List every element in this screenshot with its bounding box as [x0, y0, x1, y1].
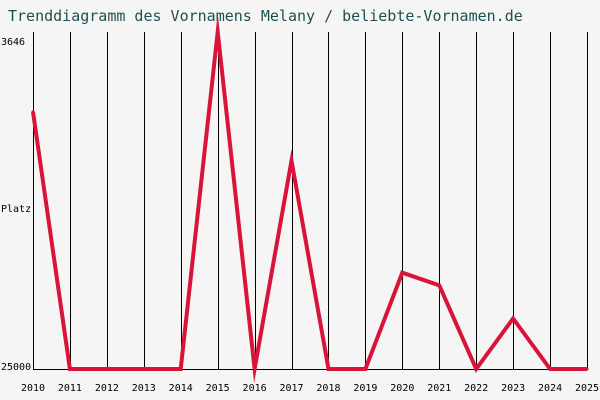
- data-point-2012: [105, 367, 109, 371]
- x-tick-label: 2014: [169, 383, 193, 394]
- data-point-2017: [290, 159, 294, 163]
- x-tick-label: 2016: [243, 383, 267, 394]
- x-tick-label: 2021: [427, 383, 451, 394]
- x-tick-label: 2022: [464, 383, 488, 394]
- x-tick-label: 2013: [132, 383, 156, 394]
- data-point-2023: [511, 316, 515, 320]
- x-tick-label: 2012: [95, 383, 119, 394]
- x-tick-label: 2010: [21, 383, 45, 394]
- data-point-2015: [216, 30, 220, 34]
- data-point-2019: [363, 367, 367, 371]
- y-bottom-label: 25000: [1, 362, 31, 373]
- x-tick-label: 2025: [575, 383, 599, 394]
- series-line: [31, 13, 587, 384]
- x-tick-labels: 2010 2011 2012 2013 2014 2015 2016 2017 2018 2019…: [21, 383, 599, 394]
- y-axis-label: Platz: [1, 204, 31, 215]
- x-tick-label: 2020: [390, 383, 414, 394]
- x-tick-label: 2017: [279, 383, 303, 394]
- series-group: [31, 13, 589, 384]
- y-top-label: 3646: [1, 37, 25, 48]
- data-point-2020: [400, 271, 404, 275]
- data-point-2014: [179, 367, 183, 371]
- x-tick-label: 2015: [206, 383, 230, 394]
- chart-title: Trenddiagramm des Vornamens Melany / bel…: [8, 7, 523, 25]
- data-point-2024: [548, 367, 552, 371]
- plot-area: [33, 32, 587, 369]
- data-point-2016: [253, 367, 257, 371]
- data-point-2022: [474, 367, 478, 371]
- x-tick-label: 2018: [316, 383, 340, 394]
- data-point-2010: [31, 110, 35, 114]
- x-tick-label: 2023: [501, 383, 525, 394]
- x-tick-label: 2024: [538, 383, 562, 394]
- data-point-2021: [437, 283, 441, 287]
- data-point-2025: [585, 367, 589, 371]
- data-point-2018: [326, 367, 330, 371]
- grid-lines: [33, 32, 588, 369]
- data-point-2011: [68, 367, 72, 371]
- x-tick-label: 2019: [353, 383, 377, 394]
- data-point-2013: [142, 367, 146, 371]
- x-tick-label: 2011: [58, 383, 82, 394]
